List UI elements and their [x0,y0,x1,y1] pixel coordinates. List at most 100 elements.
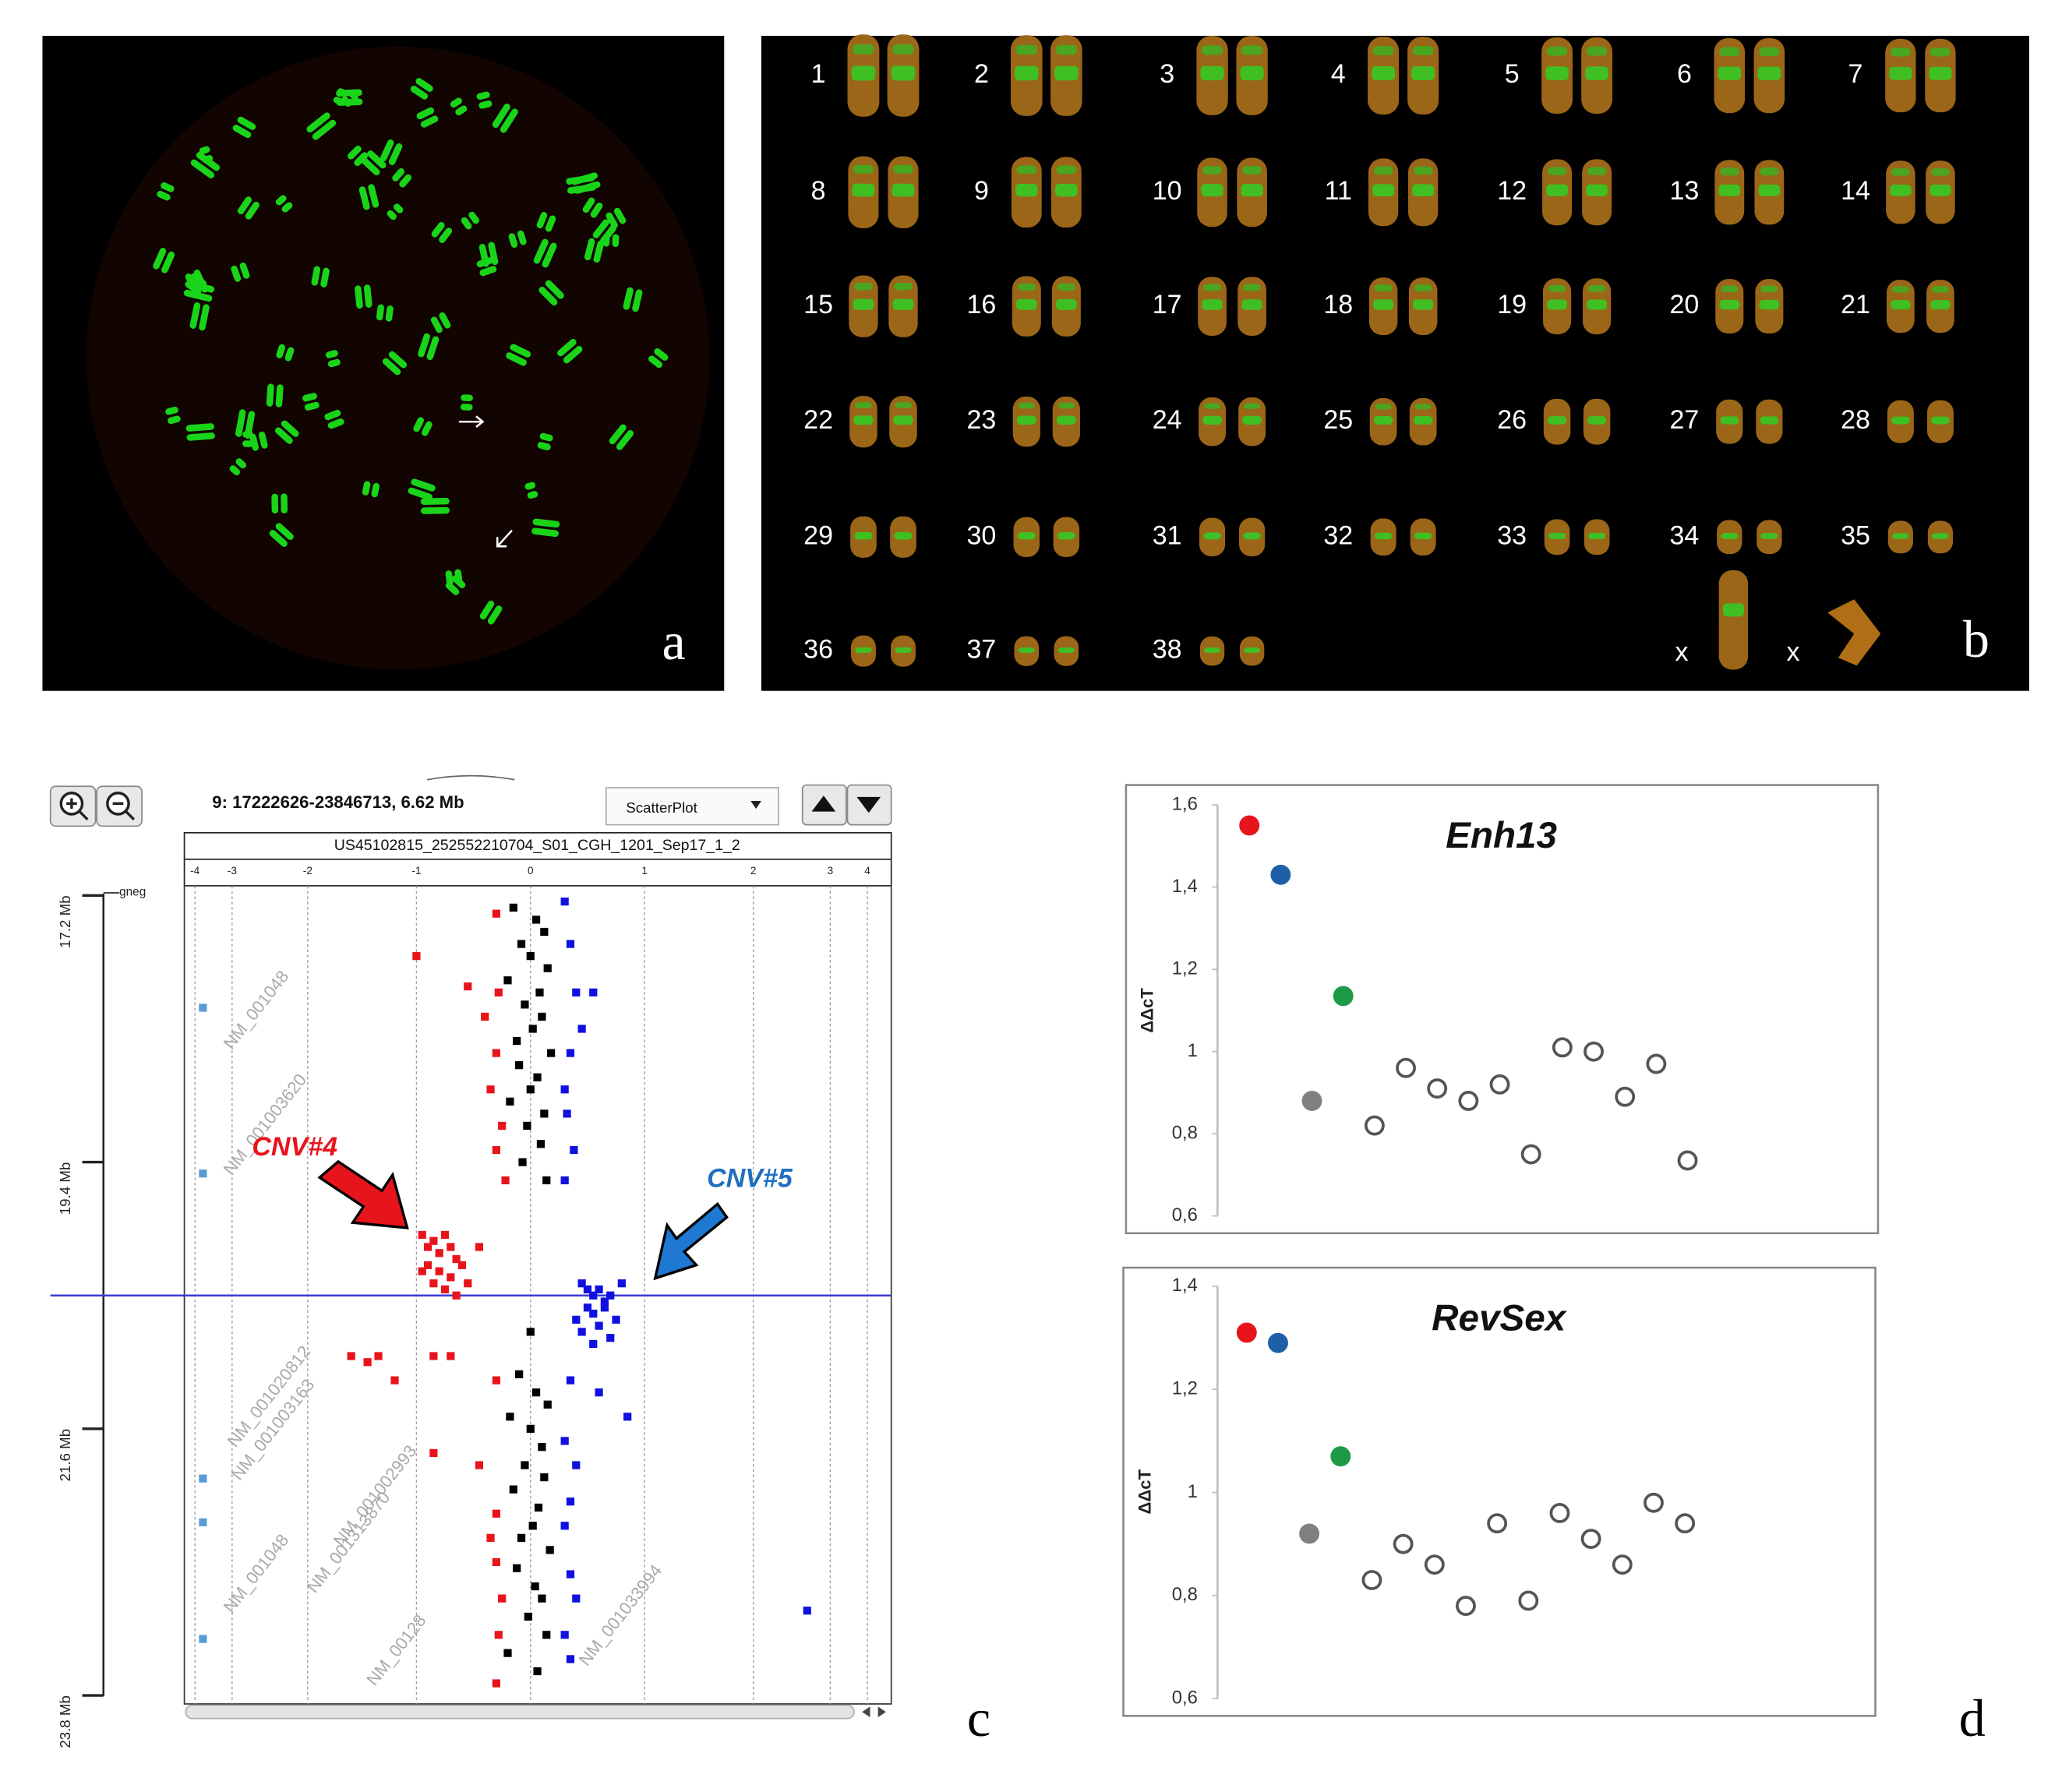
y-tick-label: 1,4 [1172,876,1198,897]
scroll-arrows[interactable] [862,1706,886,1718]
data-point [534,1503,543,1512]
data-point [509,903,517,912]
chromatid [460,404,473,411]
metaphase-spread [86,46,710,670]
zoom-out-icon [112,802,136,821]
chromosome-label: 28 [1841,405,1870,435]
chromosome-label: 2 [974,59,989,89]
data-point [447,1352,455,1360]
chromatid [325,350,338,358]
chromosome-band [1015,65,1039,81]
chromosome-band [1202,45,1223,55]
chromosome-band [895,647,912,654]
data-point [566,1376,575,1385]
chromosome-band [1203,403,1221,409]
chromosome-band [1414,532,1432,540]
chromosome [275,195,293,213]
data-point [494,988,503,997]
data-point [521,1000,529,1009]
chromosome-band [1241,45,1262,55]
chromatid [536,212,548,229]
chromatid [557,339,577,357]
chromatid [612,234,620,248]
chromatid [545,280,564,299]
y-tick-label: 1,2 [1172,1378,1198,1399]
view-dropdown[interactable] [605,787,779,826]
chromosome-band [1017,532,1036,540]
chromatid [416,107,435,120]
chromatid [542,242,557,268]
chromatid [183,289,213,302]
chromosome-band [1587,46,1608,56]
band-label: gneg [119,885,146,898]
data-point [492,909,500,918]
data-point [390,1376,399,1385]
chromosome-label: 32 [1323,520,1353,550]
x-tick-label: 1 [641,865,648,877]
chromatid [376,304,385,321]
chromosome-band [1373,166,1393,175]
chromatid [413,417,425,432]
chromosome [266,383,284,407]
x-tick-label: 3 [828,865,834,877]
chromatid [161,182,175,192]
chromosome [249,431,268,451]
chromosome-band [892,183,915,197]
chromosome-band [1587,299,1608,310]
chromosome-band [894,531,913,540]
scrollbar[interactable] [185,1704,855,1720]
chromosome-band [1760,168,1779,176]
chromosome-label: 33 [1497,520,1527,550]
y-tick-label: 1 [1188,1040,1198,1061]
chromosome [355,284,372,309]
x-tick-label: -3 [228,865,237,877]
chromosome-band [1760,416,1779,425]
chromosome-band [1413,166,1433,175]
chromosome-band [1411,66,1435,81]
chromatid [510,344,531,358]
data-point [1644,1492,1664,1513]
chromosome [229,458,246,476]
chromosome [306,112,337,140]
chromatid [478,244,489,267]
chromosome-band [1759,299,1780,310]
chromosome [376,304,394,322]
data-point [623,1413,632,1421]
chromosome [531,518,560,538]
y-tick-label: 21.6 Mb [57,1429,73,1482]
gene-marker [199,1004,207,1012]
data-point [526,1424,535,1433]
chromosome-band [1891,168,1910,176]
y-tick-label: 1 [1188,1481,1198,1502]
chromosome-band [1718,184,1741,196]
chromatid [590,202,603,218]
data-point [517,940,526,948]
chromosome [506,344,531,366]
chromosome [336,89,363,106]
chromosome-band [1891,416,1910,425]
chromatid [527,491,538,499]
chromosome-label: 6 [1677,59,1692,89]
chromosome-band [892,298,914,310]
chart-box [1122,1266,1877,1717]
chromatid [235,409,246,437]
data-point [457,1261,467,1269]
data-point [517,1533,526,1542]
chromosome-label: 17 [1153,290,1182,319]
data-point [429,1279,438,1288]
chromosome-band [1244,647,1261,653]
data-point [524,1612,532,1621]
chromosome [1718,570,1749,670]
data-point [547,1049,556,1057]
data-point [1612,1554,1633,1575]
annotation: CNV#5 [707,1164,793,1194]
data-point [540,927,549,937]
chromosome [533,238,557,268]
data-point [1299,1523,1320,1544]
chromosome [460,394,473,411]
chromatid [538,286,558,306]
data-point [418,1230,426,1240]
chromosome-band [1891,286,1909,293]
